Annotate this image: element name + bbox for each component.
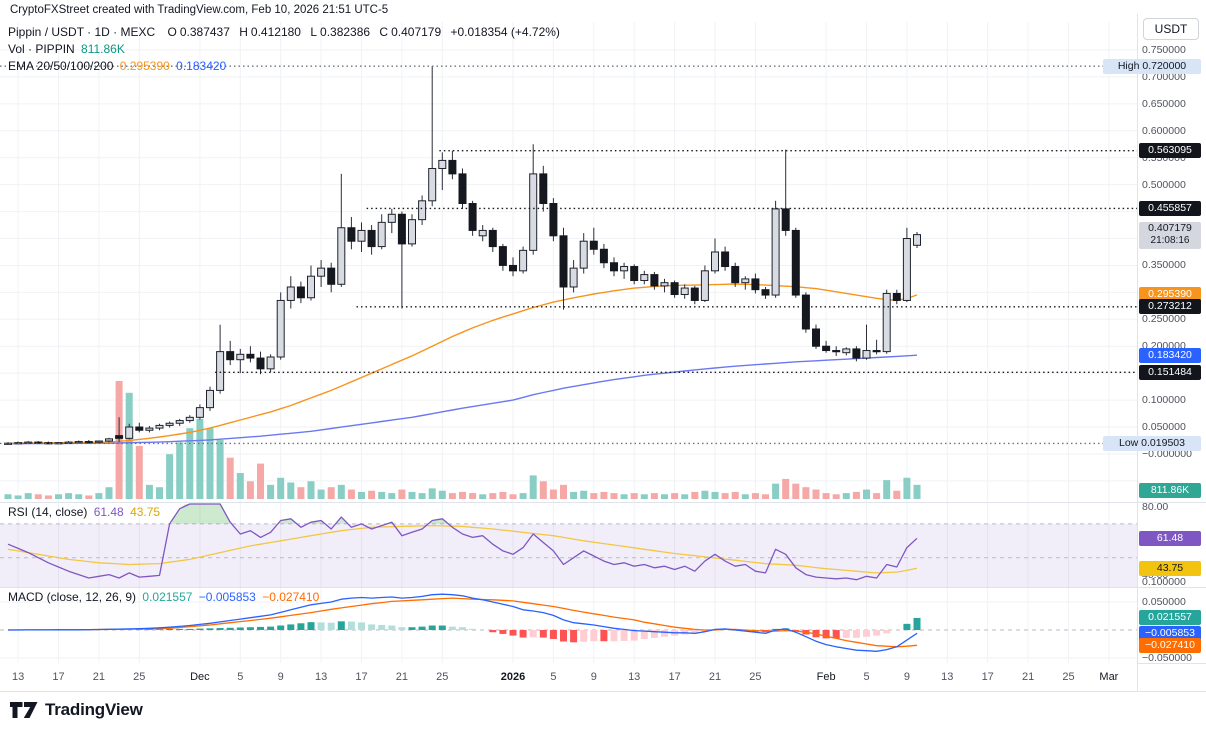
rsi-label: RSI (14, close) (8, 505, 88, 519)
macd-axis-tick: −0.050000 (1142, 652, 1192, 664)
rsi-legend: RSI (14, close) 61.48 43.75 (8, 505, 163, 519)
rsi-pane[interactable] (0, 502, 1137, 587)
rsi-axis-tick: 80.00 (1142, 501, 1169, 513)
time-axis-tick: 9 (277, 671, 284, 683)
macd-legend: MACD (close, 12, 26, 9) 0.021557 −0.0058… (8, 590, 322, 604)
time-axis-tick: 17 (981, 671, 994, 683)
time-axis-tick: 5 (550, 671, 557, 683)
ema-legend: EMA 20/50/100/200 0.295390 0.183420 (8, 59, 229, 73)
change-value: +0.018354 (+4.72%) (450, 25, 560, 39)
price-label-chip: 0.455857 (1139, 200, 1201, 216)
price-label-chip: 43.75 (1139, 560, 1201, 576)
price-axis-tick: −0.000000 (1142, 447, 1192, 460)
price-label-chip: 0.295390 (1139, 287, 1201, 303)
macd-hist-value: 0.021557 (142, 590, 193, 604)
price-axis-tick: 0.250000 (1142, 313, 1186, 326)
price-label-chip: 0.273212 (1139, 299, 1201, 315)
open-value: 0.387437 (179, 25, 230, 39)
low-value: 0.382386 (320, 25, 371, 39)
time-axis-tick: Mar (1099, 671, 1119, 683)
symbol-legend: Pippin / USDT · 1D · MEXC O 0.387437 H 0.4… (8, 25, 563, 39)
price-label-chip: 811.86K (1139, 482, 1201, 498)
time-axis-tick: 5 (237, 671, 244, 683)
time-axis-tick: 9 (903, 671, 910, 683)
time-axis-tick: 13 (11, 671, 25, 683)
close-value: 0.407179 (391, 25, 442, 39)
price-label-chip: 0.151484 (1139, 364, 1201, 380)
time-axis-tick: Feb (816, 671, 836, 683)
time-axis-tick: 25 (436, 671, 449, 683)
volume-value: 811.86K (81, 42, 125, 56)
rsi-ma-value: 43.75 (130, 505, 161, 519)
pane-separator-price-rsi[interactable] (0, 502, 1206, 503)
price-countdown: 21:08:16 (1150, 234, 1190, 246)
price-axis-tick: 0.500000 (1142, 178, 1186, 191)
time-axis-tick: 21 (92, 671, 106, 683)
macd-pane[interactable] (0, 587, 1137, 663)
time-axis-tick: 9 (590, 671, 597, 683)
symbol-title: Pippin / USDT · 1D · MEXC (8, 25, 156, 39)
price-label-chip: High 0.720000 (1103, 58, 1201, 74)
time-scale[interactable]: 13 17 21 25 Dec 5 9 13 17 21 25 2026 5 9 13 17 21 25 Feb 5 9… (0, 663, 1137, 691)
time-axis-tick: 2026 (500, 671, 526, 683)
pane-separator-rsi-macd[interactable] (0, 587, 1206, 588)
macd-signal-value: −0.027410 (262, 590, 320, 604)
time-axis-tick: 17 (355, 671, 368, 683)
price-axis-tick: 0.700000 (1142, 70, 1186, 83)
price-label-chip: 61.48 (1139, 530, 1201, 546)
time-axis-tick: 21 (395, 671, 409, 683)
time-axis-tick: 21 (708, 671, 722, 683)
macd-value: −0.005853 (198, 590, 256, 604)
volume-legend: Vol · PIPPIN 811.86K (8, 42, 128, 56)
currency-toggle-button[interactable]: USDT (1143, 18, 1199, 40)
macd-axis-tick: 0.100000 (1142, 576, 1186, 588)
attribution-note: CryptoFXStreet created with TradingView.… (10, 4, 389, 16)
time-axis-tick: Dec (190, 671, 210, 683)
time-axis-tick: 25 (1062, 671, 1075, 683)
time-axis-tick: 13 (628, 671, 641, 683)
price-label-chip: 0.407179 21:08:16 (1139, 221, 1201, 249)
price-axis-tick: 0.600000 (1142, 124, 1186, 137)
ema-fast-value: 0.295390 (119, 59, 170, 73)
rsi-value: 61.48 (93, 505, 124, 519)
high-key: H (239, 25, 248, 39)
volume-label: Vol · PIPPIN (8, 42, 75, 56)
time-axis-tick: 13 (941, 671, 954, 683)
price-axis-tick: 0.750000 (1142, 44, 1186, 56)
price-axis-tick: 0.350000 (1142, 259, 1186, 272)
price-scale-border (1137, 14, 1138, 691)
time-axis-tick: 25 (133, 671, 146, 683)
price-axis-tick: 0.100000 (1142, 394, 1186, 407)
ema-slow-value: 0.183420 (176, 59, 227, 73)
price-label-chip: 0.183420 (1139, 347, 1201, 363)
price-label-chip: 0.021557 (1139, 610, 1201, 626)
ema-label: EMA 20/50/100/200 (8, 59, 114, 73)
tradingview-logo[interactable]: TradingView (10, 699, 143, 721)
tradingview-wordmark: TradingView (45, 700, 143, 719)
close-key: C (379, 25, 389, 39)
time-axis-tick: 21 (1021, 671, 1035, 683)
price-label-chip: 0.563095 (1139, 143, 1201, 159)
open-key: O (167, 25, 177, 39)
price-pane[interactable] (0, 22, 1137, 502)
price-label-chip: Low 0.019503 (1103, 435, 1201, 451)
high-value: 0.412180 (250, 25, 301, 39)
time-axis-tick: 13 (314, 671, 328, 683)
price-scale[interactable]: 0.7500000.7000000.6500000.6000000.550000… (1103, 0, 1206, 691)
time-axis-tick: 17 (52, 671, 65, 683)
chart-bottom-border (0, 691, 1206, 692)
low-key: L (310, 25, 318, 39)
price-axis-tick: 0.050000 (1142, 421, 1186, 434)
price-axis-tick: 0.650000 (1142, 97, 1186, 110)
time-axis-tick: 5 (863, 671, 870, 683)
tradingview-logo-icon (10, 702, 38, 718)
price-label-chip: −0.005853 (1139, 625, 1201, 641)
macd-label: MACD (close, 12, 26, 9) (8, 590, 137, 604)
price-label-chip: −0.027410 (1139, 637, 1201, 653)
time-axis-tick: 17 (668, 671, 681, 683)
time-axis-tick: 25 (749, 671, 762, 683)
macd-axis-tick: 0.050000 (1142, 596, 1186, 608)
